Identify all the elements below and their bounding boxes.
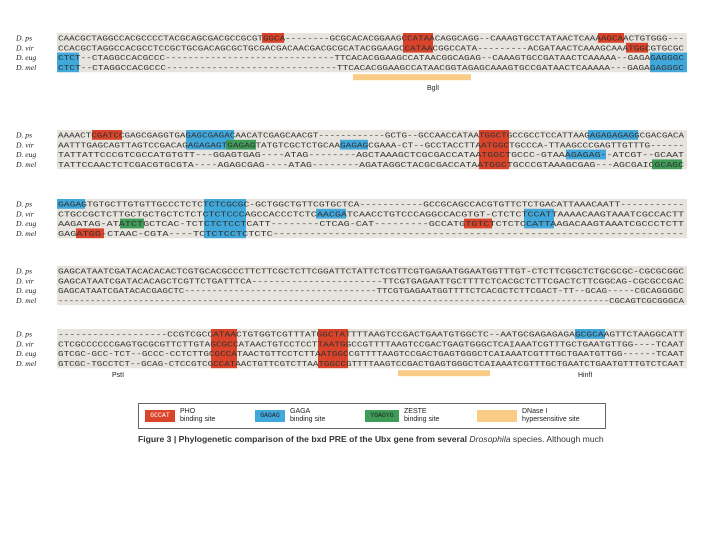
sequence-row: CTCT--CTAGGCCACGCCC---------------------… xyxy=(58,55,684,63)
sequence-row: ----------------------------------------… xyxy=(58,298,685,306)
sequence-row: -------------------CCGTCGCCATAACTGTGGTCG… xyxy=(58,332,684,340)
sequence-row: GTCGC-GCC-TCT--GCCC-CCTCTTGCGCCATAACTGTT… xyxy=(58,351,684,359)
legend-gaga: GAGAG GAGA binding site xyxy=(249,403,359,429)
sequence-row: GAGCATAATCGATACACGAGCTC-----------------… xyxy=(58,288,684,296)
sequence-alignment: D. ps CAACGCTAGGCCACGCCCCTACGCAGCGACGCCGC… xyxy=(15,33,687,379)
dnase-hypersensitive-site xyxy=(398,370,490,377)
gaga-binding-site xyxy=(57,199,85,209)
sequence-row: GAGAGTGTGCTTGTGTTGCCCTCTCTCTCGCGC-GCTGGC… xyxy=(58,202,684,210)
legend-box: GCCAT PHO binding site GAGAG GAGA bindin… xyxy=(138,403,606,429)
zeste-label-sub: binding site xyxy=(404,416,440,423)
pho-binding-site xyxy=(598,33,624,43)
pho-binding-site xyxy=(626,42,648,53)
species-label: D. ps xyxy=(15,200,32,209)
restriction-site-label: HinfI xyxy=(578,372,592,379)
dnase-swatch xyxy=(477,410,517,422)
species-label: D. eug xyxy=(15,53,36,62)
zeste-binding-site xyxy=(120,218,144,229)
gaga-binding-site xyxy=(650,52,687,73)
dnase-hypersensitive-site xyxy=(353,74,471,81)
gaga-label-sub: binding site xyxy=(290,416,326,423)
species-label: D. eug xyxy=(15,150,36,159)
sequence-row: TATTCCAACTCTCGACGTGCGTA----AGAGCGAG----A… xyxy=(58,162,684,170)
sequence-row: CAACGCTAGGCCACGCCCCTACGCAGCGACGCCGCGTGGC… xyxy=(58,36,684,44)
zeste-label: ZESTE xyxy=(404,408,427,415)
species-label: D. mel xyxy=(15,296,36,305)
pho-binding-site xyxy=(403,33,433,53)
gaga-binding-site xyxy=(566,149,606,160)
figure-caption: Figure 3 | Phylogenetic comparison of th… xyxy=(138,434,718,444)
pho-binding-site xyxy=(76,228,104,239)
pho-label: PHO xyxy=(180,408,196,415)
species-label: D. vir xyxy=(15,43,34,52)
legend-zeste: YGAGYG ZESTE binding site xyxy=(359,403,471,429)
pho-binding-site xyxy=(318,329,348,369)
pho-binding-site xyxy=(464,218,492,229)
sequence-row: CCACGCTAGGCCACGCCTCCGCTGCGACAGCGCTGCGACG… xyxy=(58,45,684,53)
species-label: D. mel xyxy=(15,160,36,169)
gaga-binding-site xyxy=(57,52,79,73)
species-label: D. ps xyxy=(15,131,32,140)
pho-swatch: GCCAT xyxy=(145,410,175,422)
gaga-binding-site xyxy=(186,130,234,150)
species-label: D. eug xyxy=(15,349,36,358)
caption-rest: species. Although much xyxy=(510,434,604,444)
conserved-region xyxy=(57,266,687,306)
restriction-site-label: PstI xyxy=(112,372,124,379)
species-label: D. ps xyxy=(15,330,32,339)
dnase-label: DNase I xyxy=(522,408,548,415)
sequence-row: CTCGCCCCCCGAGTGCGCGTTCTTGTAGCGCCATAACTGT… xyxy=(58,341,684,349)
restriction-site-label: BglI xyxy=(427,85,439,92)
gaga-binding-site xyxy=(316,208,346,219)
legend-pho: GCCAT PHO binding site xyxy=(139,403,249,429)
pho-binding-site xyxy=(479,130,509,170)
conserved-region xyxy=(57,33,687,73)
gaga-swatch: GAGAG xyxy=(255,410,285,422)
species-label: D. ps xyxy=(15,34,32,43)
gaga-label: GAGA xyxy=(290,408,311,415)
sequence-row: CTCT--CTAGGCCACGCCC---------------------… xyxy=(58,65,684,73)
sequence-row: AAGATAG-ATATCTGCTCAC-TCTCTCTCCTCATT-----… xyxy=(58,221,684,229)
species-label: D. vir xyxy=(15,209,34,218)
sequence-row: TATTATTCCCGTCGCCATGTGTT---GGAGTGAG----AT… xyxy=(58,152,684,160)
zeste-swatch: YGAGYG xyxy=(365,410,399,422)
species-label: D. mel xyxy=(15,63,36,72)
species-label: D. ps xyxy=(15,267,32,276)
sequence-row: GAGCATAATCGATACACACACTCGTGCACGCCCTTCTTCG… xyxy=(58,269,684,277)
pho-binding-site xyxy=(262,33,284,43)
sequence-row: GTCGC-TGCCTCT--GCAG-CTCCGTCGCCATAACTGTTC… xyxy=(58,361,684,369)
sequence-row: GAGCATAATCGATACACAGCTCGTTCTGATTTCA------… xyxy=(58,278,684,286)
sequence-row: GAGATGG-CTAAC-CGTA----TCTCTCCTCTCTC-----… xyxy=(58,231,684,239)
caption-genus: Drosophila xyxy=(469,434,511,444)
species-label: D. eug xyxy=(15,219,36,228)
dnase-label-sub: hypersensitive site xyxy=(522,416,580,423)
legend-dnase: DNase I hypersensitive site xyxy=(471,403,601,429)
sequence-row: AAAACTCGATCCGAGCGAGGTGAGAGCGAGACAACATCGA… xyxy=(58,133,685,141)
species-label: D. mel xyxy=(15,359,36,368)
gaga-binding-site xyxy=(575,329,605,339)
caption-figure: Figure 3 | Phylogenetic comparison of th… xyxy=(138,434,470,444)
sequence-row: AATTTGAGCAGTTAGTCCGACAGAGAGAGTGAGAGTATGT… xyxy=(58,142,684,150)
gaga-binding-site xyxy=(524,208,554,229)
species-label: D. vir xyxy=(15,276,34,285)
gaga-binding-site xyxy=(204,199,246,239)
species-label: D. vir xyxy=(15,140,34,149)
pho-binding-site xyxy=(92,130,122,140)
conserved-region xyxy=(57,199,687,239)
zeste-binding-site xyxy=(652,159,682,170)
gaga-binding-site xyxy=(340,139,368,150)
species-label: D. eug xyxy=(15,286,36,295)
zeste-binding-site xyxy=(226,139,256,150)
pho-binding-site xyxy=(211,329,237,369)
gaga-binding-site xyxy=(588,130,638,140)
species-label: D. mel xyxy=(15,229,36,238)
pho-label-sub: binding site xyxy=(180,416,216,423)
species-label: D. vir xyxy=(15,339,34,348)
sequence-row: CTGCCGCTCTTGCTGCTGCTCTCTCTCTCCCAGCCACCCT… xyxy=(58,211,684,219)
